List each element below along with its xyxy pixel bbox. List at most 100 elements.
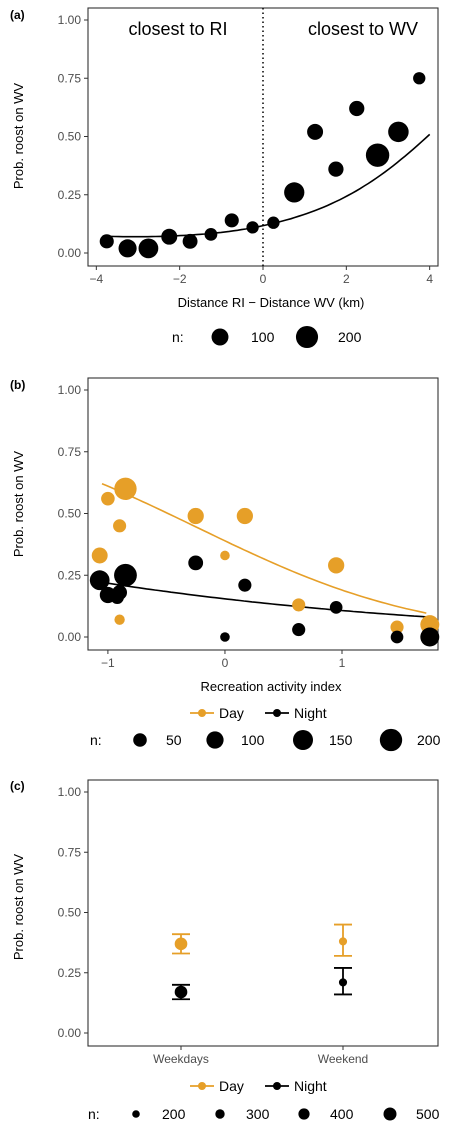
panel-c-errorbar-layer [172,923,352,1001]
panel-c-y-tick-label-1: 0.25 [58,966,82,980]
panel-c-legend-day-label: Day [219,1078,244,1094]
panel-c-size-legend-label-200: 200 [162,1106,186,1122]
panel-a-point-10 [307,123,324,140]
panel-a-x-axis-title: Distance RI − Distance WV (km) [178,295,365,310]
panel-a-point-13 [365,143,390,167]
panel-b-point-night-6 [220,632,230,642]
panel-a-point-0 [99,234,114,249]
panel-b-point-day-8 [292,598,306,612]
panel-b-point-night-9 [329,601,343,614]
panel-c-point-night-weekend [338,978,348,987]
panel-c-x-tick-label-0: Weekdays [153,1052,209,1066]
panel-b-plot-area [87,377,439,651]
panel-c-y-tick-label-3: 0.75 [58,845,82,859]
panel-b-point-night-10 [390,630,404,644]
panel-b-point-night-5 [188,555,204,571]
panel-b-point-day-10 [390,620,404,634]
panel-c-size-legend-label-300: 300 [246,1106,270,1122]
panel-b-point-day-2 [113,519,127,533]
panel-b-point-night-4 [114,563,137,587]
panel-b-y-tick-label-0: 0.00 [58,630,82,644]
panel-a-size-legend-key-100 [211,328,229,346]
panel-c-size-legend-label-500: 500 [416,1106,440,1122]
panel-a-x-tick-label-2: 0 [260,272,267,286]
panel-b-y-axis-title: Prob. roost on WV [11,451,26,558]
panel-a-label: (a) [10,8,25,22]
panel-b-point-night-8 [292,623,306,637]
panel-a-size-legend: n: 100 200 [172,325,362,349]
panel-b-points-layer [89,477,440,647]
panel-c-series-legend: Day Night [190,1078,327,1094]
panel-a-point-6 [224,213,239,228]
panel-a-point-3 [161,228,178,245]
panel-c-point-night-weekdays [174,985,188,999]
panel-a-plot-area [87,7,439,267]
panel-b-point-day-1 [101,491,115,506]
panel-b-point-night-7 [238,578,252,592]
panel-b-y-tick-label-4: 1.00 [58,383,82,397]
panel-c-size-legend-title: n: [88,1106,100,1122]
panel-b-label: (b) [10,378,25,392]
panel-a: (a) closest to RI closest to WV 0.00 0.25… [10,7,439,349]
panel-b-size-legend: n: 50 100 150 200 [90,728,441,752]
panel-a-point-8 [267,216,280,229]
panel-b-size-legend-key-150 [292,729,314,751]
panel-b-y-tick-label-3: 0.75 [58,445,82,459]
panel-c-frame [87,779,439,1047]
panel-b-size-legend-title: n: [90,732,102,748]
panel-a-point-4 [182,233,198,249]
panel-b-size-legend-label-50: 50 [166,732,182,748]
panel-c-size-legend-key-300 [215,1109,225,1119]
panel-c-y-tick-label-2: 0.50 [58,906,82,920]
panel-c-plot-area [87,779,439,1047]
panel-b-x-axis-title: Recreation activity index [201,679,342,694]
panel-c-legend-night-label: Night [294,1078,327,1094]
panel-c-size-legend-key-400 [298,1108,310,1120]
panel-a-size-legend-label-200: 200 [338,329,362,345]
panel-c-legend-day-marker [198,1082,206,1090]
panel-c-y-tick-label-4: 1.00 [58,785,82,799]
panel-a-x-tick-label-3: 2 [343,272,350,286]
panel-b-point-day-0 [91,547,108,564]
panel-b: (b) 0.00 0.25 0.50 0.75 1.00 −1 0 1 Prob. roos… [10,377,441,752]
panel-c-y-tick-label-0: 0.00 [58,1026,82,1040]
panel-c-size-legend-label-400: 400 [330,1106,354,1122]
panel-b-point-day-6 [220,550,230,561]
panel-a-y-tick-label-2: 0.50 [58,130,82,144]
panel-b-fit-night [101,581,427,618]
panel-c-size-legend-key-500 [383,1107,397,1121]
panel-b-fit-day [101,482,427,614]
panel-a-fit-curve [102,133,431,238]
panel-b-y-tick-label-2: 0.50 [58,507,82,521]
panel-b-size-legend-label-150: 150 [329,732,353,748]
panel-a-point-9 [284,182,305,203]
panel-a-x-axis: −4 −2 0 2 4 [89,266,433,286]
panel-b-size-legend-key-100 [206,731,224,749]
panel-c-point-day-weekdays [174,937,188,951]
panel-b-size-legend-label-100: 100 [241,732,265,748]
panel-b-series-legend: Day Night [190,705,327,721]
panel-b-legend-night-marker [273,709,281,717]
panel-a-y-axis-title: Prob. roost on WV [11,83,26,190]
panel-a-point-5 [204,227,218,241]
panel-b-fit-layer [101,482,427,618]
panel-c-label: (c) [10,779,25,793]
panel-c: (c) 0.00 0.25 0.50 0.75 1.00 Weekdays Weekend… [10,779,440,1122]
panel-a-x-tick-label-0: −4 [89,272,103,286]
panel-a-point-7 [246,221,259,234]
panel-b-x-tick-label-2: 1 [339,656,346,670]
panel-b-point-day-7 [236,507,253,525]
panel-b-point-night-11 [420,627,440,647]
panel-b-x-tick-label-1: 0 [222,656,229,670]
panel-a-points-layer [99,72,426,259]
panel-a-y-tick-label-3: 0.75 [58,71,82,85]
panel-c-size-legend-key-200 [132,1110,140,1118]
panel-a-y-tick-label-4: 1.00 [58,13,82,27]
panel-b-x-axis: −1 0 1 [101,650,346,670]
panel-c-legend-night-marker [273,1082,281,1090]
panel-b-point-day-9 [328,557,345,574]
panel-c-size-legend: n: 200 300 400 500 [88,1106,440,1122]
panel-b-size-legend-key-200 [379,728,403,752]
panel-b-point-night-0 [89,570,110,591]
